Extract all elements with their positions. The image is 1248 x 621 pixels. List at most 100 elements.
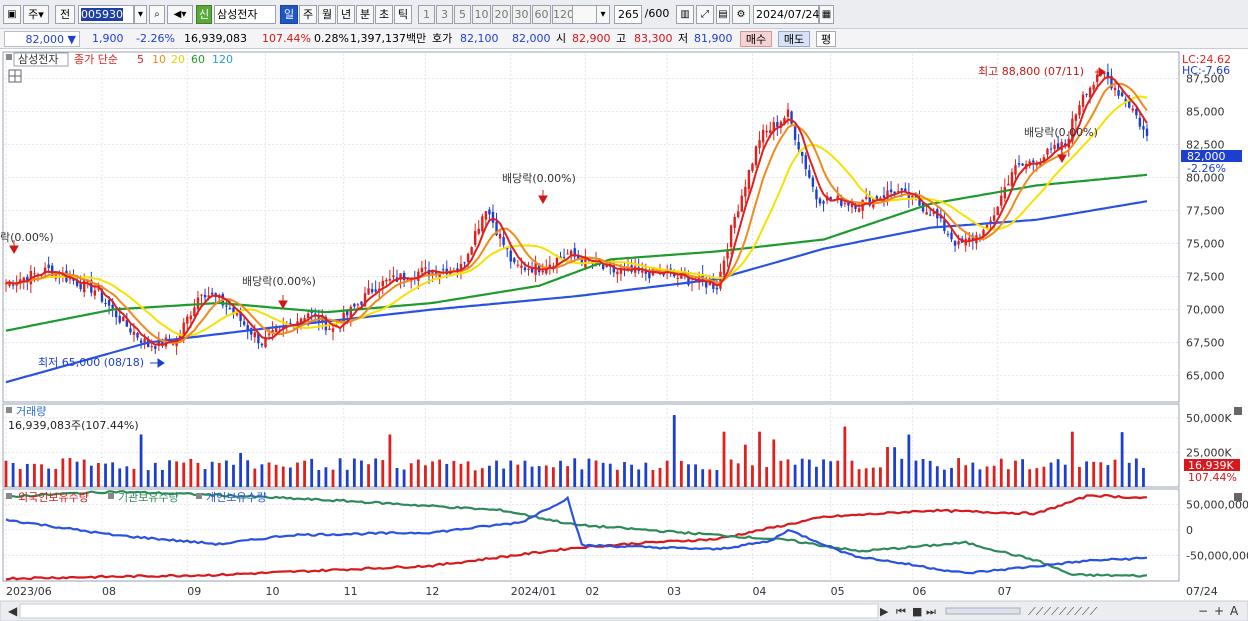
draw-tool-icon[interactable]: ⤢ [696,5,714,24]
legend-ma20[interactable]: 20 [171,53,185,66]
volume-bar [594,460,598,487]
stock-name-field[interactable]: 삼성전자 [214,5,276,24]
candle-body [182,322,185,337]
stock-code-input[interactable]: 005930 [78,5,134,24]
volume-bar [153,462,157,487]
zoom-in-icon[interactable]: + [1214,604,1224,618]
candle-body [776,122,779,127]
scroll-track[interactable] [19,603,879,619]
buy-button[interactable]: 매수 [740,31,772,47]
interval-button[interactable]: 주 [299,5,317,24]
candle-body [456,268,459,271]
candle-body [186,316,189,324]
interval-button[interactable]: 틱 [394,5,412,24]
window-icon[interactable]: ▣ [3,5,21,24]
volume-bar [1113,459,1117,487]
volume-bar [1106,465,1110,487]
count-input[interactable]: 265 [614,5,642,24]
interval-button[interactable]: 일 [280,5,298,24]
zoom-slider[interactable] [945,607,1021,615]
individual-holdings-line [5,495,1148,575]
minute-button[interactable]: 3 [436,5,453,24]
market-select[interactable]: 주▾ [23,5,49,24]
volume-bar [317,470,321,487]
candle-body [676,277,680,279]
minute-button[interactable]: 10 [472,5,491,24]
volume-bars [4,415,1145,487]
close-icon[interactable] [1234,407,1242,415]
interval-button[interactable]: 분 [356,5,374,24]
period-type-button[interactable]: 전 [55,5,75,24]
minute-button[interactable]: 1 [418,5,435,24]
minute-dropdown-icon[interactable]: ▾ [596,5,610,24]
legend-individual[interactable]: 개인보유수량 [206,491,267,504]
search-icon[interactable]: ⌕ [149,5,165,24]
volume-bar [1120,432,1124,487]
candle-body [367,288,370,295]
rewind-icon[interactable]: ⏮ [896,605,906,618]
forward-icon[interactable]: ⏭ [926,605,936,618]
font-size-icon[interactable]: A [1230,604,1239,618]
minute-button[interactable]: 20 [492,5,511,24]
candle-body [523,267,527,271]
sell-button[interactable]: 매도 [778,31,810,47]
stop-icon[interactable]: ■ [912,605,922,618]
candle-body [228,307,232,310]
candle-body [232,307,235,314]
minute-button[interactable]: 120 [552,5,574,24]
volume-bar [1049,462,1053,487]
panel-handle-icon[interactable] [6,407,12,413]
volume-bar [253,468,257,487]
interval-button[interactable]: 년 [337,5,355,24]
legend-ma120[interactable]: 120 [212,53,233,66]
scroll-right-icon[interactable]: ▶ [880,605,889,618]
speaker-icon[interactable]: ◀▾ [167,5,193,24]
minute-button[interactable]: 30 [512,5,531,24]
candle-body [1103,73,1106,75]
candle-body [733,216,736,228]
candle-body [118,315,121,323]
minute-button[interactable]: 5 [454,5,471,24]
candle-body [495,221,498,236]
zoom-out-icon[interactable]: − [1198,604,1208,618]
date-tick-label: 10 [265,585,279,598]
volume-bar [1028,469,1032,487]
legend-institution[interactable]: 기관보유수량 [118,491,179,504]
scroll-left-icon[interactable]: ◀ [8,604,18,618]
volume-bar [708,469,712,487]
price-tick-label: 77,500 [1186,204,1225,217]
legend-ma10[interactable]: 10 [152,53,166,66]
candle-body [953,240,957,246]
volume-bar [1056,459,1060,487]
candle-body [889,189,893,193]
save-icon[interactable]: ▤ [716,5,730,24]
calendar-icon[interactable]: ▦ [819,5,834,24]
candle-type-icon[interactable]: ▥ [676,5,694,24]
candle-body [374,289,377,292]
close-icon[interactable] [1234,493,1242,501]
date-tick-label: 04 [752,585,766,598]
tool-icons[interactable]: ⟋⟋⟋⟋⟋⟋⟋⟋⟋ [1028,605,1098,618]
interval-button[interactable]: 월 [318,5,336,24]
stock-code-dropdown-icon[interactable]: ▾ [134,5,147,24]
candle-body [43,267,47,274]
volume-bar [772,439,776,487]
panel-handle-icon[interactable] [6,54,12,60]
legend-ma5[interactable]: 5 [137,53,144,66]
date-tick-label: 06 [912,585,926,598]
minute-button[interactable]: 60 [532,5,551,24]
flat-button[interactable]: 평 [816,31,836,47]
y-tick-labels: 87,500 85,000 82,500 80,000 77,500 75,000 72,5… [1186,72,1248,562]
holdings-panel[interactable] [2,488,1180,582]
volume-bar [146,470,150,487]
candle-body [498,233,502,239]
candle-body [100,289,104,302]
candle-body [758,140,761,149]
panel-handle-icon[interactable] [6,493,12,499]
volume-bar [722,431,726,487]
legend-foreign[interactable]: 외국인보유수량 [18,491,89,504]
interval-button[interactable]: 초 [375,5,393,24]
gear-icon[interactable]: ⚙ [732,5,750,24]
date-input[interactable]: 2024/07/24 [753,5,819,24]
legend-ma60[interactable]: 60 [191,53,205,66]
